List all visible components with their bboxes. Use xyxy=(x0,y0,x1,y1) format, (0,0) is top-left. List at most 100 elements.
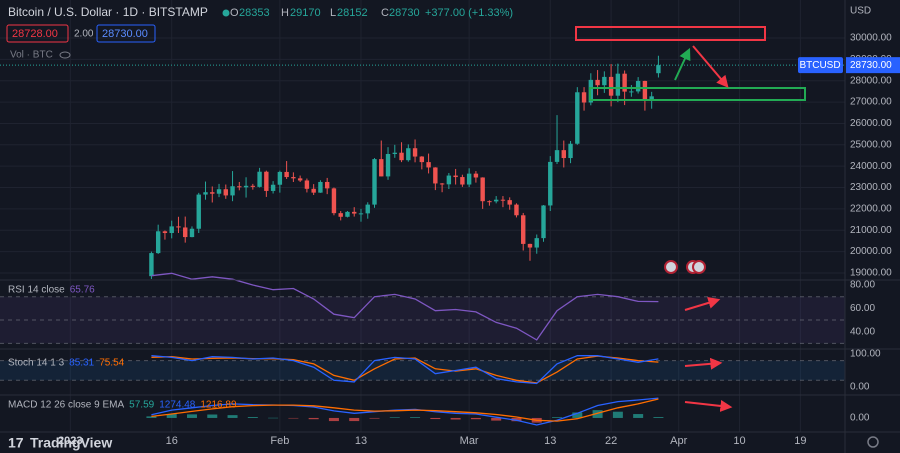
down-arrow xyxy=(692,45,729,88)
candle-body xyxy=(270,184,276,191)
signal-value: 1216.89 xyxy=(200,400,237,411)
candle-body xyxy=(439,183,445,185)
candle-body xyxy=(453,175,458,178)
candle-body xyxy=(480,177,485,202)
macd-histogram-bar xyxy=(288,417,299,419)
candle-body xyxy=(210,192,215,194)
last-price-box xyxy=(846,57,900,74)
ohlc-value: 28152 xyxy=(337,7,368,19)
buy-button[interactable] xyxy=(96,24,156,43)
macd-histogram-bar xyxy=(552,417,563,418)
change: +377.00 (+1.33%) xyxy=(425,7,513,19)
macd-histogram-bar xyxy=(450,417,461,420)
y-tick-label: 22000.00 xyxy=(850,204,892,215)
candle-body xyxy=(568,143,573,159)
ohlc-value: 28730 xyxy=(389,7,420,19)
candle-body xyxy=(548,161,553,206)
candle-body xyxy=(183,227,188,238)
candle-body xyxy=(203,192,208,195)
candle-body xyxy=(493,199,499,202)
candle-body xyxy=(541,205,546,239)
candle-body xyxy=(473,173,479,178)
candle-body xyxy=(392,152,397,154)
candle-body xyxy=(608,76,614,96)
candle-body xyxy=(372,159,377,205)
x-tick-label: 19 xyxy=(794,435,806,447)
candle-body xyxy=(521,215,526,244)
candle-body xyxy=(460,177,465,185)
chart-title: Bitcoin / U.S. Dollar · 1D · BITSTAMP xyxy=(8,5,208,19)
macd-histogram-bar xyxy=(389,417,400,418)
y-tick-label: 21000.00 xyxy=(850,225,892,236)
support-box xyxy=(589,87,806,101)
x-tick-label: Feb xyxy=(270,435,289,447)
symbol-label: BTCUSD xyxy=(799,60,840,71)
x-tick-label: 10 xyxy=(733,435,745,447)
candle-body xyxy=(487,201,492,203)
x-tick-label: Apr xyxy=(670,435,687,447)
ohlc-label: L xyxy=(330,7,336,19)
settings-icon[interactable] xyxy=(867,436,879,448)
candle-body xyxy=(629,91,634,93)
macd-histogram-bar xyxy=(491,417,502,421)
candle-body xyxy=(581,92,587,103)
price-unit: USD xyxy=(850,6,871,17)
candle-body xyxy=(149,253,154,277)
macd-value: 1274.48 xyxy=(159,400,196,411)
y-tick-label: 28000.00 xyxy=(850,75,892,86)
y-tick-label: 20000.00 xyxy=(850,246,892,257)
macd-histogram-bar xyxy=(653,417,664,418)
candle-body xyxy=(345,211,350,217)
macd-histogram-bar xyxy=(430,417,441,420)
macd-histogram-bar xyxy=(572,412,583,418)
level-band xyxy=(0,360,845,381)
macd-histogram-bar xyxy=(207,414,218,418)
candle-body xyxy=(500,199,506,201)
indicator-tick-label: 0.00 xyxy=(850,381,870,392)
candle-body xyxy=(237,186,242,188)
sell-button[interactable] xyxy=(6,24,69,43)
candle-body xyxy=(446,175,452,185)
macd-arrow xyxy=(684,399,733,412)
ohlc-label: C xyxy=(381,7,389,19)
symbol-box xyxy=(798,57,843,74)
y-tick-label: 26000.00 xyxy=(850,118,892,129)
macd-histogram-bar xyxy=(146,416,157,418)
candle-body xyxy=(196,194,201,229)
macd-histogram-bar xyxy=(308,417,319,420)
rsi-name: RSI 14 close xyxy=(8,285,65,296)
stoch-k-value: 85.31 xyxy=(69,358,94,369)
candle-body xyxy=(338,213,343,217)
candle-body xyxy=(527,243,533,248)
visibility-icon[interactable] xyxy=(59,51,71,59)
x-tick-label: 2023 xyxy=(58,435,82,447)
indicator-tick-label: 0.00 xyxy=(850,413,870,424)
macd-name: MACD 12 26 close 9 EMA xyxy=(8,400,124,411)
candle-body xyxy=(162,231,168,234)
x-tick-label: 16 xyxy=(166,435,178,447)
candle-body xyxy=(622,73,627,92)
macd-histogram-bar xyxy=(369,417,380,419)
candle-body xyxy=(243,185,249,188)
candle-body xyxy=(176,226,181,228)
x-tick-label: 22 xyxy=(605,435,617,447)
ohlc-value: 29170 xyxy=(290,7,321,19)
y-tick-label: 25000.00 xyxy=(850,139,892,150)
sell-price: 28728.00 xyxy=(12,28,58,40)
macd-histogram-bar xyxy=(349,417,360,422)
ohlc-legend: O 28353 H 29170 L 28152 C 28730 xyxy=(230,7,420,19)
candle-body xyxy=(216,189,222,194)
stoch-arrow xyxy=(684,357,723,370)
event-flag[interactable] xyxy=(664,260,678,274)
spread: 2.00 xyxy=(74,29,94,40)
candle-body xyxy=(230,186,235,196)
grid xyxy=(0,0,845,432)
candle-body xyxy=(466,173,472,185)
candle-body xyxy=(399,152,404,161)
candle-body xyxy=(189,228,195,238)
up-arrow xyxy=(674,47,691,81)
y-tick-label: 30000.00 xyxy=(850,33,892,44)
event-flag[interactable] xyxy=(692,260,706,274)
